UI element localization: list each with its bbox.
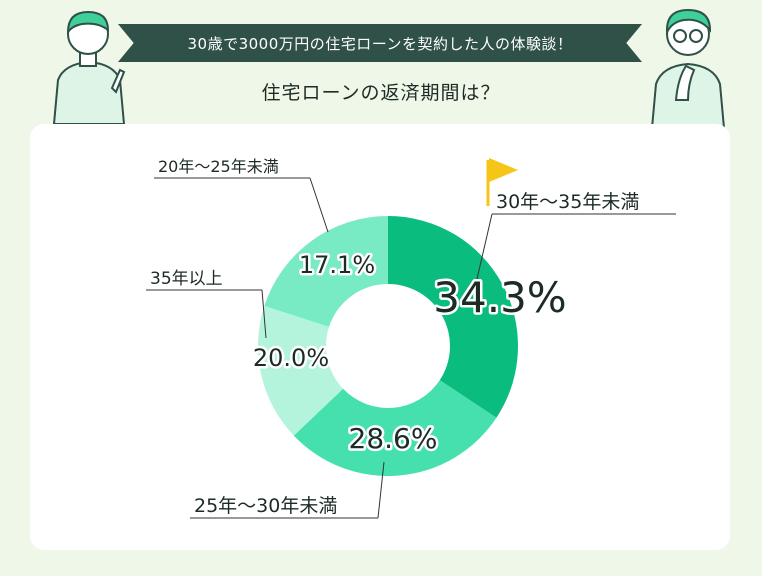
banner-text: 30歳で3000万円の住宅ローンを契約した人の体験談！	[187, 34, 573, 53]
leader-line-20-25	[309, 177, 329, 233]
leader-line-30-35	[473, 213, 493, 293]
flag-icon	[486, 158, 518, 206]
chart-card	[30, 124, 730, 550]
person-thinking-icon	[650, 8, 726, 128]
slice-20-25	[258, 305, 344, 436]
value-label-35: 20.0%	[253, 344, 329, 372]
category-label-30-35: 30年〜35年未満	[496, 191, 639, 213]
slice-25-30	[293, 380, 497, 477]
title-banner: 30歳で3000万円の住宅ローンを契約した人の体験談！	[118, 24, 642, 62]
category-label-20-25: 20年〜25年未満	[158, 157, 279, 176]
slice-30-35	[388, 216, 519, 418]
leader-line-35	[261, 289, 267, 339]
person-pointing-icon	[52, 10, 126, 124]
value-label-20-25: 17.1%	[299, 251, 375, 279]
category-label-35: 35年以上	[150, 269, 223, 289]
category-label-25-30: 25年〜30年未満	[194, 495, 337, 517]
value-label-25-30: 28.6%	[349, 422, 438, 455]
slice-35	[264, 216, 388, 327]
leader-line-25-30	[377, 461, 385, 519]
value-label-30-35: 34.3%	[433, 273, 566, 322]
page-subtitle: 住宅ローンの返済期間は？	[261, 82, 501, 104]
